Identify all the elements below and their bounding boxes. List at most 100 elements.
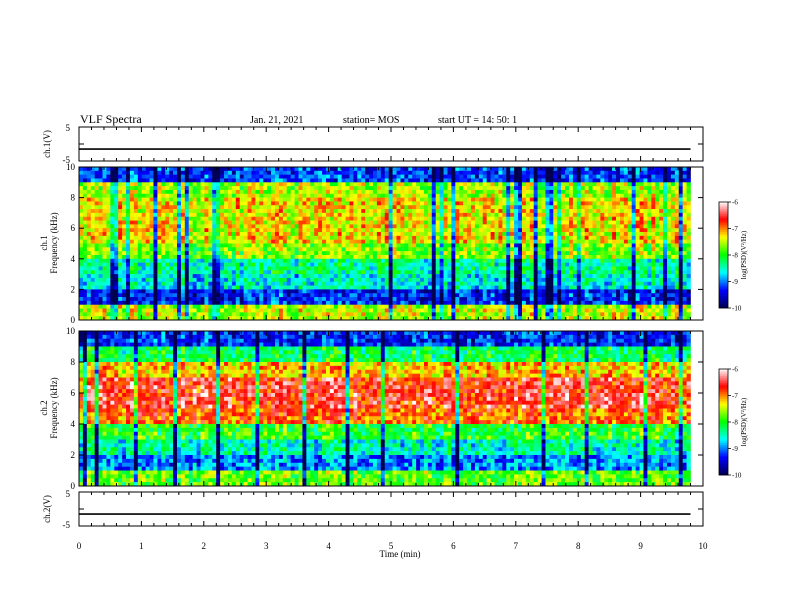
spectrogram-ch1-cell xyxy=(373,254,378,260)
spectrogram-ch1-cell xyxy=(251,281,256,286)
spectrogram-ch1-cell xyxy=(161,251,166,256)
spectrogram-ch1-cell xyxy=(79,193,84,198)
spectrogram-ch1-cell xyxy=(177,189,182,195)
spectrogram-ch1-cell xyxy=(192,228,197,233)
spectrogram-ch1-cell xyxy=(126,300,131,306)
spectrogram-ch1-cell xyxy=(376,312,382,317)
spectrogram-ch1-cell xyxy=(302,170,307,175)
spectrogram-ch1-cell xyxy=(126,266,131,271)
spectrogram-ch1-cell xyxy=(267,251,272,256)
spectrogram-ch1-cell xyxy=(447,209,452,214)
spectrogram-ch1-cell xyxy=(196,232,201,237)
spectrogram-ch1-cell xyxy=(467,316,472,321)
spectrogram-ch1-cell xyxy=(290,274,295,279)
spectrogram-ch1-cell xyxy=(404,304,409,309)
spectrogram-ch1-cell xyxy=(502,170,507,175)
spectrogram-ch1-cell xyxy=(165,197,170,202)
spectrogram-ch1-cell xyxy=(361,277,366,283)
spectrogram-ch1-cell xyxy=(192,258,197,263)
spectrogram-ch1-cell xyxy=(443,270,448,275)
spectrogram-ch1-cell xyxy=(137,212,143,218)
spectrogram-ch1-cell xyxy=(224,247,229,252)
spectrogram-ch1-cell xyxy=(322,170,327,175)
spectrogram-ch1-cell xyxy=(427,300,433,306)
spectrogram-ch1-cell xyxy=(384,201,389,206)
spectrogram-ch1-cell xyxy=(247,209,252,214)
spectrogram-ch1-cell xyxy=(184,312,190,317)
spectrogram-ch1-cell xyxy=(290,293,295,298)
spectrogram-ch1-cell xyxy=(545,251,550,256)
spectrogram-ch1-cell xyxy=(529,178,535,183)
spectrogram-ch1-cell xyxy=(275,209,280,214)
spectrogram-ch1-cell xyxy=(169,297,174,302)
spectrogram-ch1-cell xyxy=(557,167,562,172)
spectrogram-ch1-cell xyxy=(361,281,366,286)
spectrogram-ch1-cell xyxy=(196,304,201,309)
spectrogram-ch1-cell xyxy=(314,205,319,210)
spectrogram-ch1-cell xyxy=(282,254,288,260)
spectrogram-ch1-cell xyxy=(455,243,460,248)
spectrogram-ch1-cell xyxy=(114,270,119,275)
spectrogram-ch1-cell xyxy=(275,251,280,256)
spectrogram-ch1-cell xyxy=(408,224,413,229)
spectrogram-ch1-cell xyxy=(180,285,186,290)
spectrogram-ch1-cell xyxy=(204,247,209,252)
spectrogram-ch1-cell xyxy=(278,232,284,237)
spectrogram-ch1-cell xyxy=(482,197,487,202)
spectrogram-ch1-cell xyxy=(361,239,366,244)
spectrogram-ch1-cell xyxy=(212,297,217,302)
spectrogram-ch1-cell xyxy=(471,316,476,321)
spectrogram-ch1-cell xyxy=(235,312,241,317)
spectrogram-ch1-cell xyxy=(322,193,327,198)
spectrogram-ch1-cell xyxy=(90,304,95,309)
spectrogram-ch1-cell xyxy=(474,239,480,244)
spectrogram-ch1-cell xyxy=(310,258,315,263)
spectrogram-ch1-cell xyxy=(220,235,225,240)
spectrogram-ch1-cell xyxy=(357,300,362,306)
spectrogram-ch1-cell xyxy=(506,235,511,240)
spectrogram-ch1-cell xyxy=(525,182,531,187)
spectrogram-ch1-cell xyxy=(126,281,131,286)
spectrogram-ch1-cell xyxy=(529,228,535,233)
spectrogram-ch1-cell xyxy=(216,270,221,275)
spectrogram-ch1-cell xyxy=(514,300,519,306)
spectrogram-ch1-cell xyxy=(533,308,538,313)
spectrogram-ch1-cell xyxy=(173,232,178,237)
spectrogram-ch1-cell xyxy=(384,167,389,172)
spectrogram-ch1-cell xyxy=(82,193,88,198)
spectrogram-ch1-cell xyxy=(231,224,237,229)
spectrogram-ch1-cell xyxy=(459,235,464,240)
spectrogram-ch1-cell xyxy=(463,189,468,195)
spectrogram-ch1-cell xyxy=(200,170,205,175)
spectrogram-ch1-cell xyxy=(404,232,409,237)
spectrogram-ch1-cell xyxy=(114,289,119,294)
spectrogram-ch1-cell xyxy=(94,239,99,244)
spectrogram-ch1-cell xyxy=(322,285,327,290)
spectrogram-ch1-cell xyxy=(239,186,244,191)
spectrogram-ch1-cell xyxy=(169,316,174,321)
spectrogram-ch1-cell xyxy=(278,266,284,271)
spectrogram-ch1-cell xyxy=(129,262,135,267)
spectrogram-ch1-cell xyxy=(310,266,315,271)
spectrogram-ch1-cell xyxy=(420,247,425,252)
spectrogram-ch1-cell xyxy=(216,254,221,260)
spectrogram-ch1-cell xyxy=(196,189,201,195)
spectrogram-ch1-cell xyxy=(129,281,135,286)
spectrogram-ch1-cell xyxy=(196,293,201,298)
spectrogram-ch1-cell xyxy=(310,297,315,302)
spectrogram-ch1-cell xyxy=(224,174,229,179)
spectrogram-ch1-cell xyxy=(247,308,252,313)
spectrogram-ch1-cell xyxy=(227,228,233,233)
spectrogram-ch1-cell xyxy=(212,178,217,183)
spectrogram-ch1-cell xyxy=(384,262,389,267)
spectrogram-ch1-cell xyxy=(126,189,131,195)
spectrogram-ch1-cell xyxy=(227,297,233,302)
spectrogram-ch1-cell xyxy=(231,189,237,195)
spectrogram-ch1-cell xyxy=(122,312,127,317)
spectrogram-ch1-cell xyxy=(502,167,507,172)
spectrogram-ch1-cell xyxy=(188,254,193,260)
spectrogram-ch1-cell xyxy=(161,216,166,221)
spectrogram-ch1-cell xyxy=(90,308,95,313)
spectrogram-ch1-cell xyxy=(325,289,331,294)
spectrogram-ch1-cell xyxy=(310,197,315,202)
